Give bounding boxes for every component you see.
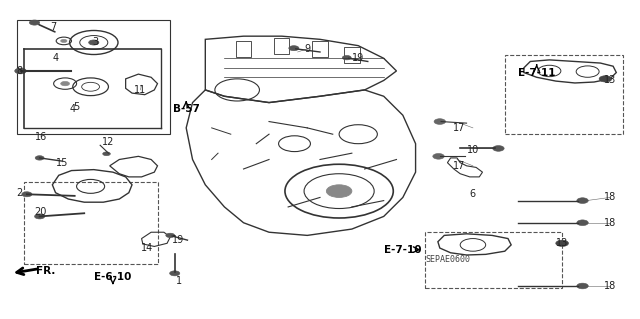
Circle shape <box>166 233 175 238</box>
Circle shape <box>102 152 110 156</box>
Circle shape <box>289 46 299 51</box>
Circle shape <box>89 40 99 45</box>
Circle shape <box>35 156 44 160</box>
Text: 15: 15 <box>56 158 68 168</box>
Circle shape <box>433 153 444 159</box>
Text: 16: 16 <box>35 132 47 142</box>
Circle shape <box>342 56 351 60</box>
Circle shape <box>577 198 588 204</box>
Text: 18: 18 <box>604 192 616 203</box>
Text: 17: 17 <box>452 161 465 171</box>
Circle shape <box>170 271 180 276</box>
Text: 2: 2 <box>16 188 22 198</box>
Circle shape <box>35 214 45 219</box>
Text: 4: 4 <box>70 104 76 114</box>
Text: 1: 1 <box>175 276 182 286</box>
Circle shape <box>577 283 588 289</box>
Text: E-7-10: E-7-10 <box>384 245 422 255</box>
Bar <box>236 41 251 57</box>
Circle shape <box>61 81 70 86</box>
Bar <box>274 38 289 54</box>
Text: 7: 7 <box>51 22 57 32</box>
Text: 18: 18 <box>604 281 616 291</box>
Text: SEPAE0600: SEPAE0600 <box>425 255 470 263</box>
Text: 3: 3 <box>93 38 99 48</box>
Text: 19: 19 <box>352 53 364 63</box>
Text: E-6-10: E-6-10 <box>94 272 132 282</box>
Circle shape <box>326 185 352 197</box>
Text: 17: 17 <box>452 123 465 133</box>
Text: 9: 9 <box>304 44 310 54</box>
Bar <box>505 55 623 134</box>
Circle shape <box>556 240 568 247</box>
Text: 5: 5 <box>74 102 80 112</box>
Text: 19: 19 <box>172 235 185 245</box>
Text: 10: 10 <box>467 145 479 155</box>
Bar <box>24 182 157 264</box>
Circle shape <box>599 76 612 82</box>
Circle shape <box>15 68 26 74</box>
Text: 20: 20 <box>35 207 47 217</box>
Text: 14: 14 <box>141 243 153 253</box>
Text: FR.: FR. <box>36 266 56 276</box>
Circle shape <box>434 119 445 124</box>
Circle shape <box>493 145 504 151</box>
Bar <box>425 232 562 287</box>
Text: 11: 11 <box>134 85 147 95</box>
Text: 4: 4 <box>52 53 59 63</box>
Text: 13: 13 <box>604 76 616 85</box>
Bar <box>17 20 170 134</box>
Text: 8: 8 <box>16 66 22 76</box>
Circle shape <box>61 39 67 42</box>
Text: B-57: B-57 <box>173 104 200 114</box>
Text: 12: 12 <box>102 137 115 147</box>
Bar <box>312 41 328 57</box>
Text: 6: 6 <box>470 189 476 199</box>
Bar <box>344 47 360 63</box>
Text: 18: 18 <box>604 218 616 228</box>
Text: 13: 13 <box>556 238 568 248</box>
Text: E-7-11: E-7-11 <box>518 68 556 78</box>
Circle shape <box>577 220 588 226</box>
Circle shape <box>22 192 32 197</box>
Circle shape <box>29 20 40 25</box>
